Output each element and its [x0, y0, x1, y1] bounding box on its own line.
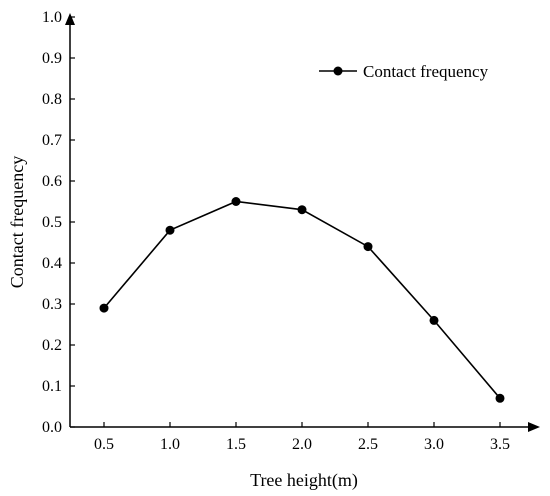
- data-point: [99, 303, 109, 313]
- x-axis-title: Tree height(m): [250, 470, 358, 491]
- data-point: [231, 197, 241, 206]
- series-group: [99, 197, 505, 403]
- legend-label: Contact frequency: [363, 62, 489, 81]
- y-tick-label: 0.1: [42, 378, 62, 395]
- y-tick-label: 0.2: [42, 337, 62, 354]
- series-line: [103, 200, 501, 399]
- y-tick-label: 0.6: [42, 173, 62, 190]
- y-tick-label: 0.3: [42, 296, 62, 313]
- data-point: [429, 315, 439, 325]
- y-tick-label: 0.7: [42, 132, 62, 149]
- y-tick-label: 0.4: [42, 255, 62, 272]
- x-tick-label: 3.5: [490, 436, 510, 453]
- y-axis-arrow: [65, 13, 75, 25]
- y-tick-label: 0.5: [42, 214, 62, 231]
- y-axis-title: Contact frequency: [7, 156, 27, 288]
- legend: Contact frequency: [319, 62, 489, 81]
- axes: [65, 13, 540, 432]
- y-tick-label: 1.0: [42, 9, 62, 26]
- x-tick-label: 0.5: [94, 436, 114, 453]
- y-tick-label: 0.9: [42, 50, 62, 67]
- data-point: [363, 242, 373, 252]
- x-axis-arrow: [528, 422, 540, 432]
- x-tick-label: 3.0: [424, 436, 444, 453]
- y-tick-label: 0.8: [42, 91, 62, 108]
- x-axis-ticks: 0.5 1.0 1.5 2.0 2.5 3.0 3.5: [94, 422, 510, 453]
- y-tick-label: 0.0: [42, 419, 62, 436]
- data-point: [165, 225, 175, 235]
- y-axis-ticks: 0.0 0.1 0.2 0.3 0.4 0.5 0.6 0.7 0.8 0.9 1.0: [42, 9, 75, 436]
- legend-marker-swatch: [333, 66, 343, 76]
- data-point: [297, 205, 307, 215]
- x-tick-label: 2.0: [292, 436, 312, 453]
- x-tick-label: 1.0: [160, 436, 180, 453]
- data-point: [495, 393, 505, 403]
- x-tick-label: 2.5: [358, 436, 378, 453]
- x-tick-label: 1.5: [226, 436, 246, 453]
